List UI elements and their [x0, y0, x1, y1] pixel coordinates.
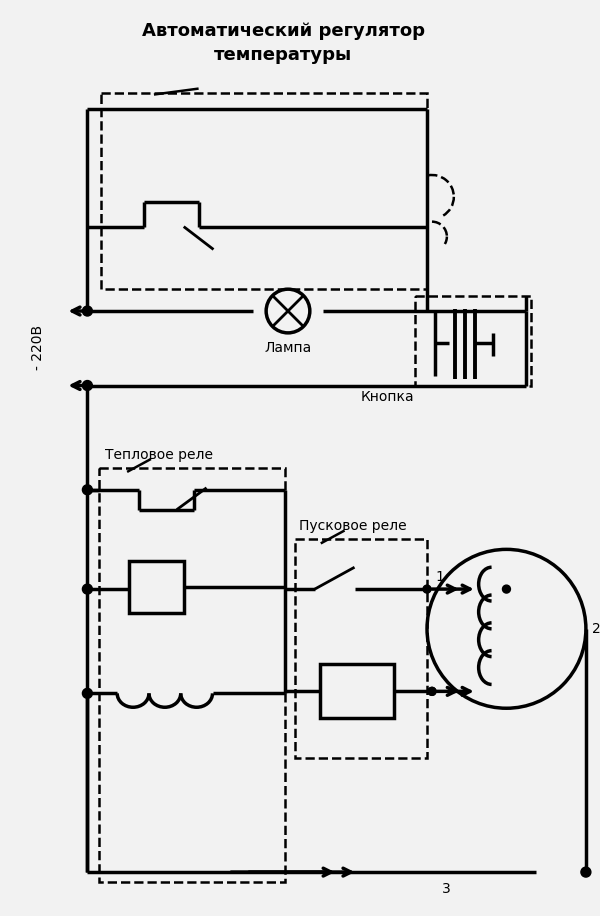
Text: температуры: температуры: [214, 46, 352, 64]
Circle shape: [82, 306, 92, 316]
Circle shape: [82, 485, 92, 495]
Circle shape: [82, 689, 92, 698]
Text: Автоматический регулятор: Автоматический регулятор: [142, 22, 425, 40]
Text: 1: 1: [435, 570, 444, 584]
Text: Кнопка: Кнопка: [361, 390, 414, 405]
Bar: [415, 296, 531, 386]
Circle shape: [428, 687, 436, 695]
Text: Тепловое реле: Тепловое реле: [105, 448, 213, 462]
Circle shape: [428, 687, 436, 695]
Bar: [100, 468, 285, 882]
Bar: [101, 93, 427, 289]
Text: - 220В: - 220В: [31, 325, 45, 370]
Text: 2: 2: [592, 622, 600, 636]
Bar: [129, 562, 184, 613]
Circle shape: [82, 584, 92, 594]
Text: Лампа: Лампа: [265, 341, 311, 354]
Circle shape: [502, 585, 511, 593]
Bar: [295, 540, 427, 758]
Text: 3: 3: [442, 882, 451, 896]
Circle shape: [423, 585, 431, 593]
Text: Пусковое реле: Пусковое реле: [299, 519, 406, 533]
Circle shape: [581, 867, 591, 877]
Circle shape: [82, 380, 92, 390]
Bar: [320, 663, 394, 718]
